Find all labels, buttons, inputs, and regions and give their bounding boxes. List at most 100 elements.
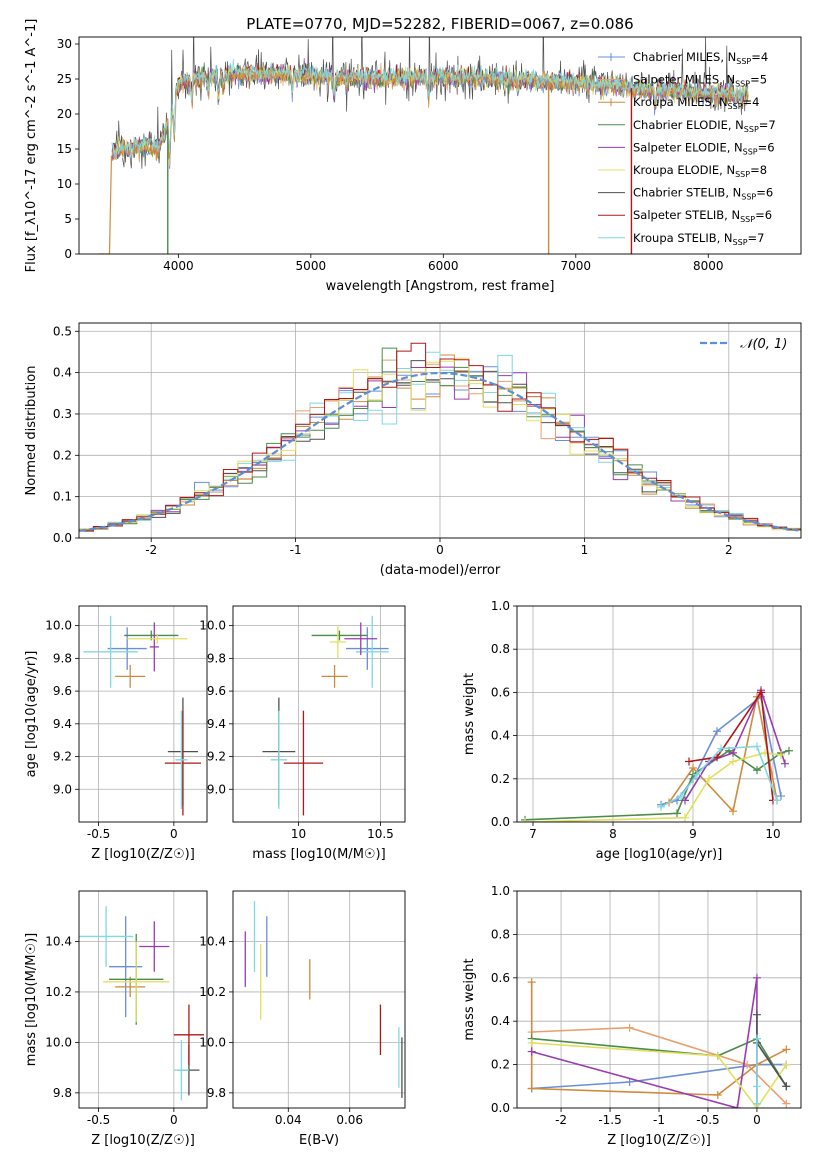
weight-series-3: [524, 749, 790, 821]
y-tick-label: 9.2: [207, 750, 226, 764]
x-tick-label: 0.06: [336, 1113, 363, 1127]
legend-entry: Kroupa ELODIE, NSSP=8: [633, 163, 767, 179]
weight-point: [782, 1082, 791, 1091]
normal-curve: [79, 372, 799, 532]
chart-title: PLATE=0770, MJD=52282, FIBERID=0067, z=0…: [246, 15, 633, 33]
x-tick-label: -0.5: [87, 827, 110, 841]
weight-point: [782, 1060, 791, 1069]
marks: [262, 615, 389, 816]
weight-series-5: [531, 1042, 787, 1108]
x-tick-label: 4000: [163, 259, 194, 273]
y-tick-label: 10.4: [199, 934, 226, 948]
y-axis-label: Normed distribution: [24, 366, 39, 496]
y-tick-label: 0.3: [53, 407, 72, 421]
weight-point: [677, 792, 685, 801]
x-tick-label: 9: [689, 827, 697, 841]
y-tick-label: 10.0: [199, 619, 226, 633]
x-tick-label: -1: [653, 1113, 665, 1127]
weight-point: [673, 809, 681, 818]
grid: [517, 606, 801, 822]
legend-text: Chabrier MILES, N: [633, 50, 736, 64]
legend-entry: Chabrier MILES, NSSP=4: [633, 50, 768, 66]
y-tick-label: 0.2: [53, 448, 72, 462]
marks: [79, 906, 204, 1101]
weight-series-0: [660, 695, 782, 806]
axes-frame: [78, 890, 208, 1109]
weight-series-1: [531, 1026, 787, 1105]
y-tick-label: 0.0: [491, 1101, 510, 1115]
legend-suffix: =5: [750, 73, 767, 87]
y-tick-label: 0: [64, 247, 72, 261]
x-tick-label: 0: [170, 1113, 178, 1127]
weight-point: [521, 818, 529, 822]
plot-area: [79, 606, 207, 822]
legend-entry: Chabrier STELIB, NSSP=6: [633, 186, 773, 202]
marks: [79, 342, 801, 532]
y-tick-label: 10.0: [45, 619, 72, 633]
x-tick-label: 0.04: [275, 1113, 302, 1127]
x-axis-label: Z [log10(Z/Z☉)]: [91, 847, 195, 862]
legend-suffix: =6: [755, 208, 772, 222]
y-axis-label: age [log10(age/yr)]: [24, 651, 39, 778]
weight-point: [527, 978, 536, 987]
legend-suffix: =4: [743, 95, 760, 109]
x-tick-label: -1: [290, 543, 302, 557]
y-tick-label: 0.0: [53, 531, 72, 545]
panel-massweight-vs-age: 7 8 9 10 0.0 0.2 0.4 0.6 0.8 1.0 age [log10(age/yr…: [462, 599, 802, 862]
weight-point: [681, 796, 689, 805]
y-tick-label: 9.8: [207, 1086, 226, 1100]
weight-point: [785, 746, 793, 755]
legend-sub: SSP: [733, 238, 748, 247]
y-tick-label: 0.0: [491, 815, 510, 829]
y-tick-label: 0.6: [491, 971, 510, 985]
weight-point: [625, 1077, 634, 1086]
panel-mass-vs-Z: -0.5 0 9.8 10.0 10.2 10.4 Z [log10(Z/Z☉)] mass …: [24, 890, 208, 1148]
weight-point: [681, 813, 689, 822]
y-tick-label: 9.4: [207, 717, 226, 731]
plot-area: [79, 323, 801, 538]
y-tick-label: 0.2: [491, 1058, 510, 1072]
y-tick-label: 30: [57, 37, 72, 51]
y-tick-label: 9.8: [53, 1086, 72, 1100]
legend-sub: SSP: [728, 102, 743, 111]
x-axis-label: age [log10(age/yr)]: [596, 847, 723, 862]
legend-entry: Salpeter MILES, NSSP=5: [633, 73, 767, 89]
legend-sub: SSP: [743, 147, 758, 156]
y-tick-label: 0.4: [491, 1014, 510, 1028]
panel-mass-vs-EBV: 0.04 0.06 9.8 10.0 10.2 10.4 E(B-V): [199, 890, 406, 1148]
legend-sub: SSP: [741, 193, 756, 202]
legend-text: Chabrier STELIB, N: [633, 186, 741, 200]
y-tick-label: 0.8: [491, 642, 510, 656]
x-axis-label: wavelength [Angstrom, rest frame]: [326, 279, 555, 294]
y-tick-label: 0.8: [491, 927, 510, 941]
y-tick-label: 10.0: [45, 1035, 72, 1049]
legend-text: Kroupa ELODIE, N: [633, 163, 735, 177]
y-tick-label: 5: [64, 212, 72, 226]
axes-frame: [78, 605, 208, 823]
legend-entry: Salpeter ELODIE, NSSP=6: [633, 140, 775, 156]
x-tick-label: 10.5: [367, 827, 394, 841]
weight-point: [733, 1104, 742, 1108]
x-tick-label: 0: [753, 1113, 761, 1127]
axes-frame: [232, 605, 406, 823]
plot-area: [233, 891, 405, 1108]
weight-point: [729, 748, 737, 757]
weight-point: [713, 1090, 722, 1099]
plot-area: [98, 37, 749, 254]
weight-point: [777, 792, 785, 801]
x-tick-label: 6000: [428, 259, 459, 273]
axes-frame: [516, 605, 802, 823]
weight-point: [782, 1045, 791, 1054]
spectrum-series-8: [111, 58, 749, 160]
x-axis-label: E(B-V): [299, 1133, 339, 1148]
y-tick-label: 10.4: [45, 934, 72, 948]
legend-text: Kroupa MILES, N: [633, 95, 728, 109]
weight-series-3: [531, 1037, 787, 1087]
legend-entry: Kroupa STELIB, NSSP=7: [633, 231, 764, 247]
x-tick-label: -0.5: [696, 1113, 719, 1127]
y-tick-label: 25: [57, 72, 72, 86]
weight-point: [527, 1047, 536, 1056]
legend-suffix: =8: [750, 163, 767, 177]
